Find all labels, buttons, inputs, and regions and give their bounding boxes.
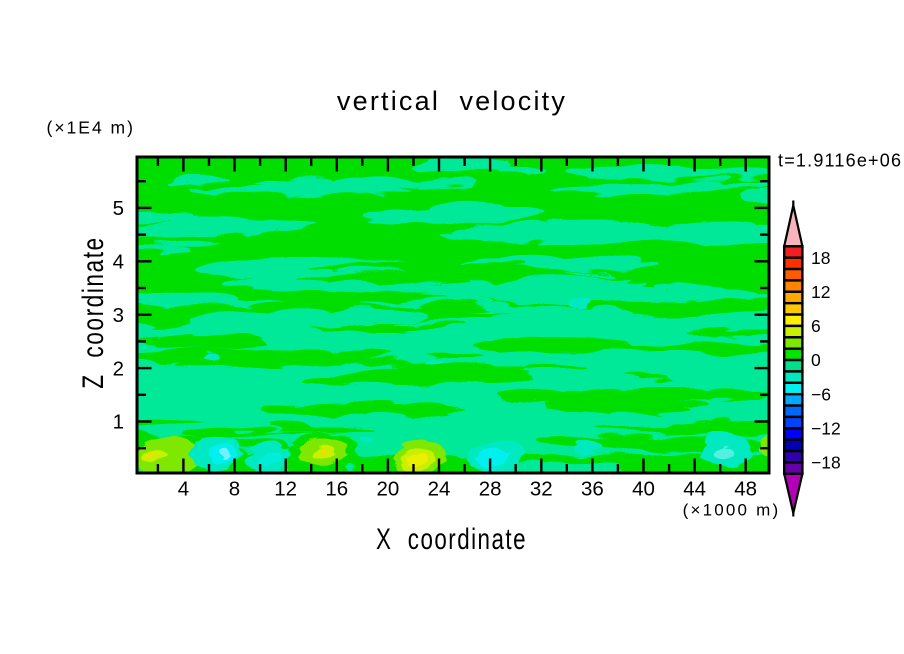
svg-text:Z coordinate: Z coordinate	[76, 236, 110, 388]
svg-text:(×1E4 m): (×1E4 m)	[47, 118, 135, 138]
svg-text:X coordinate: X coordinate	[376, 522, 527, 556]
svg-text:4: 4	[113, 251, 124, 274]
svg-text:6: 6	[811, 316, 821, 336]
svg-text:12: 12	[811, 282, 830, 302]
svg-text:(×1000 m): (×1000 m)	[683, 501, 781, 520]
svg-text:8: 8	[229, 478, 240, 501]
svg-text:4: 4	[178, 478, 189, 501]
svg-text:0: 0	[811, 350, 821, 370]
svg-text:18: 18	[811, 248, 830, 268]
svg-text:2: 2	[113, 357, 124, 380]
svg-text:48: 48	[734, 478, 757, 501]
svg-text:32: 32	[530, 478, 553, 501]
svg-text:t=1.9116e+06: t=1.9116e+06	[778, 151, 902, 171]
svg-text:16: 16	[325, 478, 348, 501]
svg-text:20: 20	[376, 478, 399, 501]
svg-text:3: 3	[113, 304, 124, 327]
svg-text:5: 5	[113, 197, 124, 220]
svg-text:40: 40	[632, 478, 655, 501]
svg-text:−12: −12	[811, 419, 841, 439]
svg-text:12: 12	[274, 478, 297, 501]
svg-text:36: 36	[581, 478, 604, 501]
svg-text:1: 1	[113, 411, 124, 434]
svg-text:vertical velocity: vertical velocity	[337, 86, 567, 116]
svg-text:−18: −18	[811, 453, 841, 473]
svg-text:−6: −6	[811, 384, 831, 404]
svg-text:24: 24	[428, 478, 451, 501]
svg-text:44: 44	[683, 478, 706, 501]
svg-text:28: 28	[479, 478, 502, 501]
